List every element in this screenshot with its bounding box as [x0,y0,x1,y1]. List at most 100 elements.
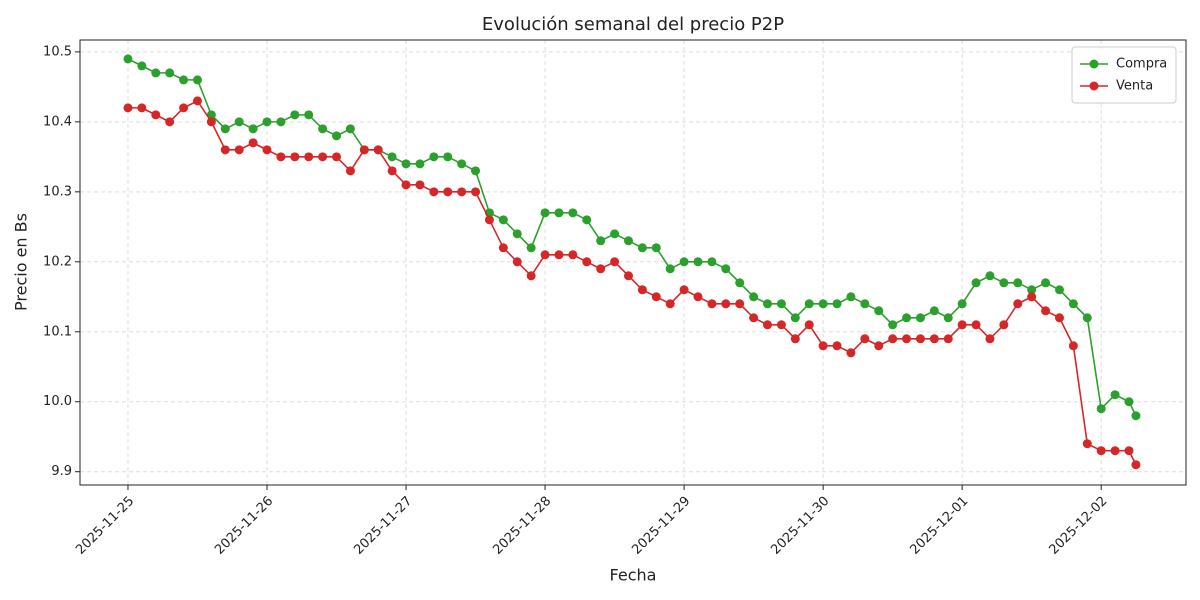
point [1096,404,1106,414]
point [123,54,133,64]
point [540,208,550,218]
point [971,320,981,330]
point [248,124,258,134]
point [1027,292,1037,302]
point [151,68,161,78]
point [304,110,314,120]
point [387,152,397,162]
point [943,334,953,344]
point [540,250,550,260]
x-tick-label: 2025-12-01 [907,494,971,558]
point [373,145,383,155]
point [345,166,355,176]
point [318,152,328,162]
point [1082,439,1092,449]
point [1124,397,1134,407]
point [651,292,661,302]
point [248,138,258,148]
point [999,278,1009,288]
point [679,257,689,267]
point [304,152,314,162]
point [220,124,230,134]
y-tick-label: 10.2 [43,254,72,269]
point [735,299,745,309]
point [290,110,300,120]
point [1013,299,1023,309]
point [804,320,814,330]
point [804,299,814,309]
point [443,152,453,162]
point [735,278,745,288]
point [206,117,216,127]
point [1110,390,1120,400]
point [401,159,411,169]
y-tick-label: 10.3 [43,184,72,199]
point [679,285,689,295]
point [276,117,286,127]
point [1068,299,1078,309]
legend-marker [1089,81,1099,91]
point [1013,278,1023,288]
point [637,285,647,295]
point [874,306,884,316]
point [929,306,939,316]
point [1082,313,1092,323]
point [443,187,453,197]
point [1068,341,1078,351]
point [832,299,842,309]
point [651,243,661,253]
point [1041,306,1051,316]
point [665,299,675,309]
legend: Compra Venta [1071,46,1177,104]
point [999,320,1009,330]
point [220,145,230,155]
point [429,152,439,162]
point [123,103,133,113]
point [915,313,925,323]
point [749,292,759,302]
x-tick-label: 2025-12-02 [1046,494,1110,558]
point [818,299,828,309]
y-axis-label: Precio en Bs [12,213,31,311]
point [596,236,606,246]
point [790,334,800,344]
point [179,75,189,85]
point [276,152,286,162]
point [846,292,856,302]
point [693,292,703,302]
point [1131,460,1141,470]
point [610,229,620,239]
point [457,159,467,169]
point [165,117,175,127]
point [860,334,870,344]
point [596,264,606,274]
point [554,250,564,260]
point [192,75,202,85]
point [137,103,147,113]
point [526,271,536,281]
y-tick-label: 10.1 [43,324,72,339]
point [137,61,147,71]
point [623,271,633,281]
point [471,187,481,197]
point [985,271,995,281]
point [401,180,411,190]
legend-box [1071,46,1177,104]
point [860,299,870,309]
point [471,166,481,176]
point [985,334,995,344]
y-tick-label: 10.4 [43,114,72,129]
point [610,257,620,267]
point [345,124,355,134]
point [832,341,842,351]
point [526,243,536,253]
point [568,250,578,260]
point [749,313,759,323]
y-tick-label: 10.5 [43,44,72,59]
legend-marker [1089,59,1099,69]
point [318,124,328,134]
point [332,152,342,162]
point [429,187,439,197]
point [929,334,939,344]
point [512,257,522,267]
